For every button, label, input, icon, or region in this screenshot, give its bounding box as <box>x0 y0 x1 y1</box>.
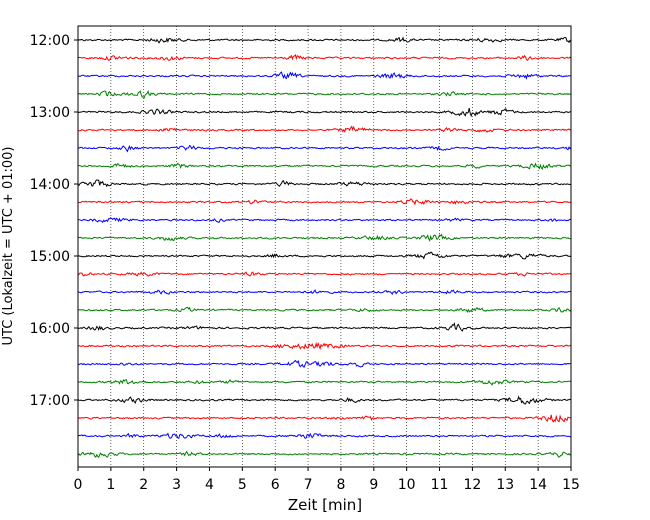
trace-line <box>77 289 571 295</box>
y-tick-label: 14:00 <box>30 177 70 193</box>
seismic-traces <box>77 36 572 459</box>
trace-line <box>77 414 572 423</box>
trace-line <box>77 107 571 118</box>
trace-line <box>78 198 572 206</box>
x-axis-label: Zeit [min] <box>288 496 362 514</box>
x-tick-label: 13 <box>496 477 514 493</box>
trace-line <box>77 450 572 459</box>
x-tick-label: 2 <box>139 477 148 493</box>
trace-line <box>77 341 572 351</box>
trace-line <box>77 53 572 61</box>
trace-line <box>77 432 572 439</box>
trace-line <box>77 379 572 386</box>
x-tick-label: 3 <box>172 477 181 493</box>
trace-line <box>77 322 572 332</box>
trace-line <box>77 271 572 277</box>
plot-frame <box>77 25 572 468</box>
x-tick-label: 14 <box>529 477 547 493</box>
x-tick-label: 1 <box>106 477 115 493</box>
trace-line <box>77 179 572 188</box>
x-tick-label: 0 <box>74 477 83 493</box>
x-tick-label: 5 <box>238 477 247 493</box>
x-tick-label: 12 <box>463 477 481 493</box>
x-tick-label: 10 <box>398 477 416 493</box>
x-tick-label: 9 <box>369 477 378 493</box>
trace-line <box>77 395 572 405</box>
trace-line <box>78 251 572 260</box>
trace-line <box>77 36 572 44</box>
trace-line <box>77 233 572 243</box>
y-tick-label: 15:00 <box>30 249 70 265</box>
x-tick-label: 11 <box>431 477 449 493</box>
x-tick-label: 15 <box>562 477 580 493</box>
trace-line <box>77 359 572 368</box>
y-tick-label: 12:00 <box>30 33 70 49</box>
x-ticks: 0 1 2 3 4 5 6 7 8 9 10 11 12 13 14 15 <box>74 467 580 493</box>
trace-line <box>77 125 572 134</box>
y-axis-label: UTC (Lokalzeit = UTC + 01:00) <box>1 147 16 346</box>
x-tick-label: 8 <box>336 477 345 493</box>
y-ticks: 12:00 13:00 14:00 15:00 16:00 17:00 <box>30 33 78 409</box>
y-tick-label: 17:00 <box>30 393 70 409</box>
x-tick-label: 7 <box>304 477 313 493</box>
trace-line <box>77 217 572 224</box>
trace-line <box>77 306 572 314</box>
trace-line <box>77 144 572 153</box>
y-tick-label: 13:00 <box>30 105 70 121</box>
trace-line <box>77 162 572 171</box>
x-tick-label: 4 <box>205 477 214 493</box>
trace-line <box>77 89 571 99</box>
x-tick-label: 6 <box>271 477 280 493</box>
y-tick-label: 16:00 <box>30 321 70 337</box>
trace-line <box>77 71 572 80</box>
